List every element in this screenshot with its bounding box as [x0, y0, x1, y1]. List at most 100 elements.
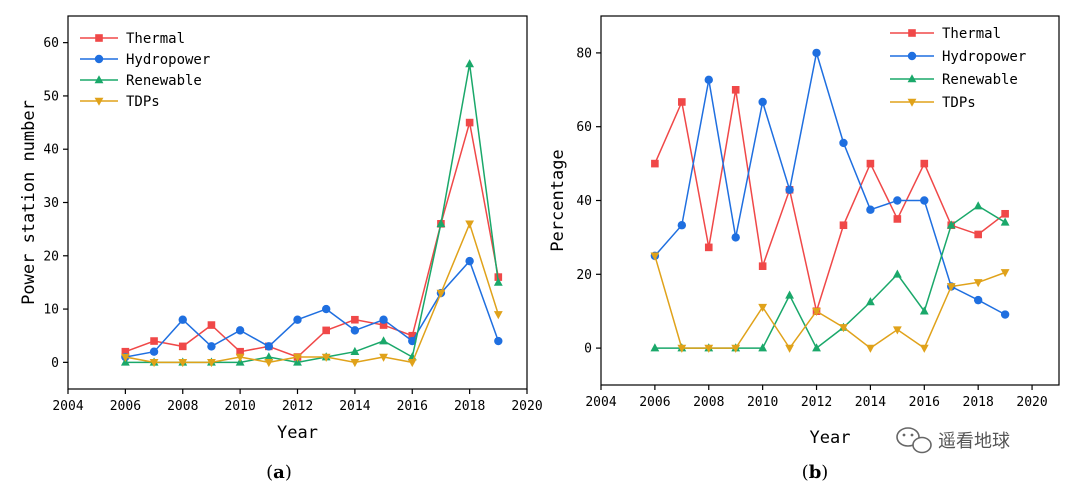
data-point-hydropower: [321, 304, 331, 314]
data-point-tdps: [264, 359, 274, 368]
data-point-hydropower: [785, 185, 794, 194]
y-tick-label: 40: [576, 194, 592, 209]
legend-label-thermal: Thermal: [942, 26, 1001, 42]
data-point-hydropower: [379, 315, 388, 324]
series-line-tdps: [125, 221, 500, 364]
legend-marker-hydropower: [907, 51, 917, 61]
x-tick-label: 2004: [52, 399, 83, 414]
data-point-renewable: [866, 297, 875, 306]
legend-marker-tdps: [907, 98, 917, 107]
x-tick-label: 2014: [339, 399, 370, 414]
y-tick-label: 60: [576, 120, 592, 135]
data-point-renewable: [379, 336, 388, 345]
data-point-tdps: [120, 353, 130, 362]
plot-frame: [67, 15, 528, 390]
watermark-text: 遥看地球: [938, 431, 1010, 452]
legend-marker-tdps: [94, 97, 104, 106]
y-tick-label: 80: [576, 46, 592, 61]
series-renewable: [120, 59, 503, 366]
y-tick-label: 40: [43, 143, 59, 158]
legend-label-hydropower: Hydropower: [126, 52, 210, 68]
data-point-hydropower: [494, 336, 503, 346]
data-point-renewable: [812, 343, 821, 352]
data-point-thermal: [866, 159, 875, 168]
y-tick-label: 20: [43, 249, 59, 264]
data-point-thermal: [408, 331, 417, 340]
x-tick-label: 2010: [224, 399, 255, 414]
data-point-thermal: [207, 321, 216, 329]
data-point-hydropower: [677, 221, 687, 230]
data-point-tdps: [892, 326, 902, 335]
data-point-hydropower: [704, 75, 713, 85]
data-point-hydropower: [758, 97, 767, 107]
data-point-hydropower: [207, 342, 216, 351]
legend-marker-renewable: [94, 75, 104, 84]
data-point-renewable: [919, 306, 929, 315]
x-tick-label: 2016: [909, 395, 940, 410]
data-point-tdps: [407, 359, 417, 368]
y-tick-label: 20: [576, 268, 592, 283]
data-point-hydropower: [235, 326, 245, 335]
data-point-hydropower: [408, 336, 417, 346]
x-tick-label: 2014: [855, 395, 886, 410]
data-point-renewable: [650, 343, 660, 352]
legend-label-thermal: Thermal: [126, 31, 185, 47]
data-point-renewable: [493, 277, 503, 286]
data-point-hydropower: [465, 256, 474, 266]
data-point-renewable: [350, 346, 360, 355]
data-point-thermal: [150, 337, 158, 345]
y-tick-label: 60: [43, 36, 59, 51]
data-point-thermal: [920, 159, 929, 168]
data-point-renewable: [892, 269, 902, 278]
data-point-renewable: [465, 59, 475, 68]
watermark: 遥看地球: [896, 427, 1010, 454]
data-point-thermal: [465, 118, 474, 127]
data-point-tdps: [178, 359, 188, 368]
data-point-tdps: [731, 344, 741, 353]
x-tick-label: 2012: [282, 399, 313, 414]
x-axis-title: Year: [810, 428, 851, 448]
legend-marker-hydropower: [94, 54, 104, 64]
x-tick-label: 2020: [511, 399, 542, 414]
x-tick-label: 2020: [1016, 395, 1047, 410]
series-line-tdps: [654, 255, 1006, 350]
data-point-thermal: [731, 86, 740, 94]
legend-label-hydropower: Hydropower: [942, 49, 1026, 65]
data-point-tdps: [785, 344, 794, 353]
data-point-hydropower: [812, 48, 821, 58]
legend: Thermal Hydropower Renewable TDPs: [890, 26, 1026, 111]
data-point-renewable: [946, 220, 956, 229]
data-point-tdps: [235, 353, 245, 362]
data-point-renewable: [785, 290, 794, 299]
data-point-thermal: [651, 159, 659, 168]
x-tick-label: 2016: [397, 399, 428, 414]
legend-label-renewable: Renewable: [126, 73, 202, 89]
data-point-hydropower: [264, 342, 274, 351]
data-point-hydropower: [893, 196, 902, 205]
series-line-thermal: [654, 89, 1006, 315]
x-axis-title: Year: [277, 423, 318, 443]
data-point-tdps: [677, 344, 687, 353]
data-point-thermal: [236, 347, 244, 356]
data-point-thermal: [839, 221, 848, 230]
data-point-tdps: [321, 353, 331, 362]
x-tick-label: 2008: [167, 399, 198, 414]
data-point-thermal: [379, 321, 388, 329]
panel-label: (a): [266, 462, 292, 483]
data-point-tdps: [350, 359, 360, 368]
x-tick-label: 2010: [747, 395, 778, 410]
panel-label: (b): [802, 462, 829, 483]
x-tick-label: 2006: [639, 395, 670, 410]
data-point-thermal: [1001, 209, 1009, 218]
data-point-tdps: [812, 307, 821, 316]
data-point-thermal: [678, 98, 686, 106]
data-point-thermal: [322, 326, 330, 335]
data-point-tdps: [493, 311, 503, 320]
legend-marker-thermal: [95, 34, 103, 42]
legend-marker-renewable: [907, 74, 917, 83]
data-point-renewable: [1000, 217, 1010, 226]
x-tick-label: 2006: [110, 399, 141, 414]
panel-a: 2004 2006 2008 2010 2012 2014 2016 2018 2020 0 10 2…: [19, 15, 543, 483]
data-point-tdps: [866, 344, 875, 353]
